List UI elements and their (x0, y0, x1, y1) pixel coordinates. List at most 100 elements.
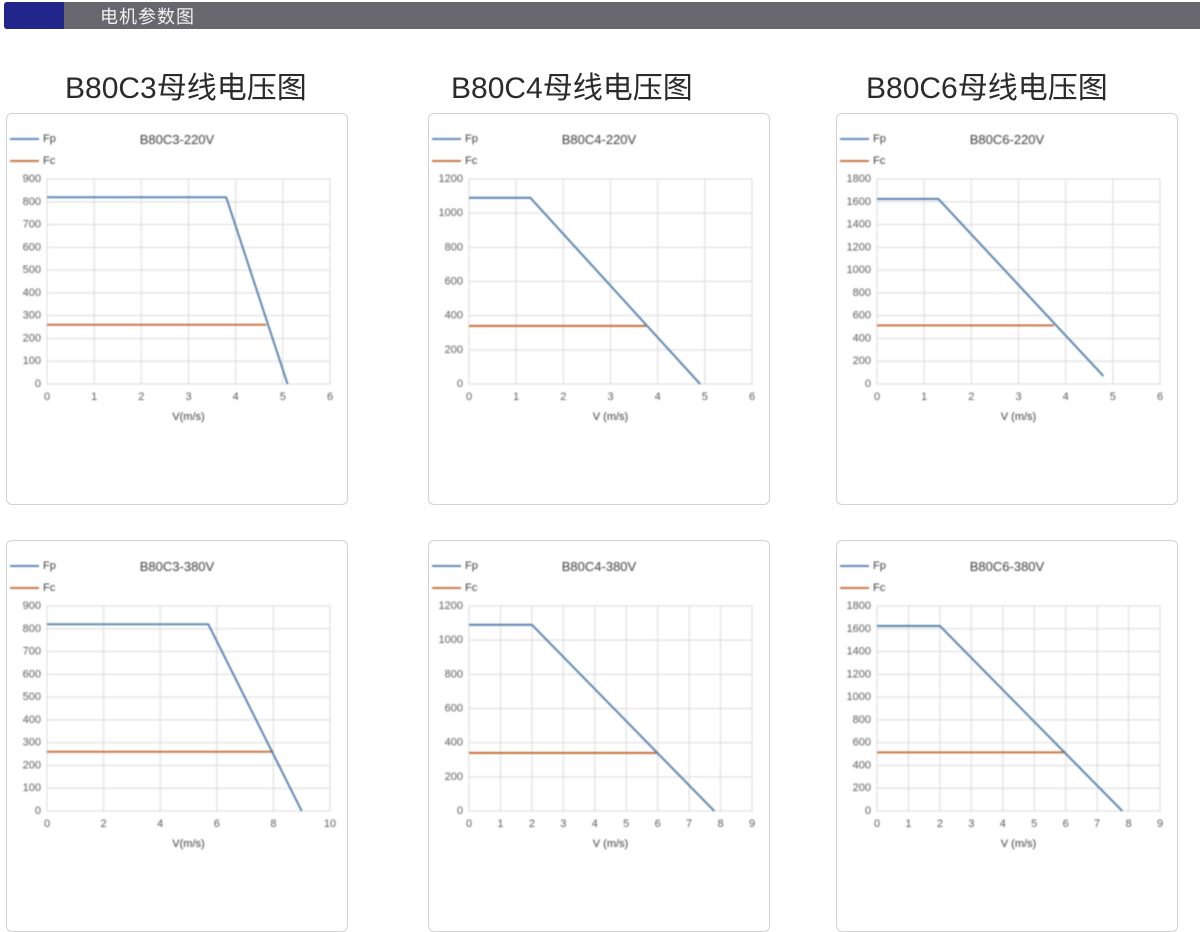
svg-text:6: 6 (1157, 391, 1163, 403)
svg-text:1600: 1600 (847, 623, 871, 635)
svg-text:500: 500 (23, 691, 41, 703)
svg-text:0: 0 (44, 391, 50, 403)
svg-text:2: 2 (101, 818, 107, 830)
svg-text:10: 10 (324, 818, 336, 830)
svg-text:1400: 1400 (847, 646, 871, 658)
svg-text:9: 9 (749, 818, 755, 830)
svg-text:1000: 1000 (847, 264, 871, 276)
svg-text:900: 900 (23, 600, 41, 612)
svg-text:0: 0 (466, 391, 472, 403)
svg-text:7: 7 (686, 818, 692, 830)
svg-text:500: 500 (23, 264, 41, 276)
svg-text:1400: 1400 (847, 219, 871, 231)
svg-text:5: 5 (702, 391, 708, 403)
svg-text:3: 3 (607, 391, 613, 403)
svg-text:1: 1 (921, 391, 927, 403)
svg-text:Fp: Fp (43, 560, 56, 572)
svg-text:700: 700 (23, 219, 41, 231)
svg-text:6: 6 (1063, 818, 1069, 830)
svg-text:Fc: Fc (465, 582, 478, 594)
svg-text:200: 200 (23, 332, 41, 344)
svg-text:V (m/s): V (m/s) (1001, 411, 1036, 423)
svg-text:100: 100 (23, 355, 41, 367)
svg-text:1800: 1800 (847, 600, 871, 612)
svg-text:400: 400 (445, 737, 463, 749)
svg-text:600: 600 (853, 310, 871, 322)
svg-text:200: 200 (853, 355, 871, 367)
svg-text:5: 5 (280, 391, 286, 403)
svg-text:400: 400 (23, 714, 41, 726)
svg-text:4: 4 (1000, 818, 1006, 830)
svg-text:0: 0 (865, 805, 871, 817)
svg-text:200: 200 (23, 759, 41, 771)
svg-text:B80C3-220V: B80C3-220V (140, 132, 215, 147)
svg-text:600: 600 (445, 276, 463, 288)
svg-text:Fc: Fc (873, 582, 886, 594)
svg-text:1: 1 (497, 818, 503, 830)
svg-text:9: 9 (1157, 818, 1163, 830)
svg-text:6: 6 (655, 818, 661, 830)
svg-text:V (m/s): V (m/s) (593, 838, 628, 850)
svg-text:7: 7 (1094, 818, 1100, 830)
svg-text:6: 6 (327, 391, 333, 403)
svg-text:3: 3 (968, 818, 974, 830)
svg-text:400: 400 (853, 332, 871, 344)
svg-text:0: 0 (457, 378, 463, 390)
svg-text:300: 300 (23, 737, 41, 749)
svg-text:B80C4-220V: B80C4-220V (562, 132, 637, 147)
svg-text:1200: 1200 (847, 241, 871, 253)
svg-text:2: 2 (968, 391, 974, 403)
svg-text:Fp: Fp (873, 560, 886, 572)
svg-text:B80C4-380V: B80C4-380V (562, 559, 637, 574)
svg-text:400: 400 (445, 310, 463, 322)
svg-text:8: 8 (717, 818, 723, 830)
svg-text:100: 100 (23, 782, 41, 794)
svg-text:900: 900 (23, 173, 41, 185)
svg-text:0: 0 (865, 378, 871, 390)
svg-text:B80C6-220V: B80C6-220V (970, 132, 1045, 147)
svg-text:700: 700 (23, 646, 41, 658)
svg-text:1000: 1000 (439, 207, 463, 219)
svg-text:2: 2 (560, 391, 566, 403)
svg-text:V (m/s): V (m/s) (1001, 838, 1036, 850)
svg-text:3: 3 (560, 818, 566, 830)
svg-text:4: 4 (233, 391, 239, 403)
svg-text:8: 8 (1125, 818, 1131, 830)
svg-text:2: 2 (937, 818, 943, 830)
svg-text:800: 800 (23, 196, 41, 208)
svg-text:1000: 1000 (847, 691, 871, 703)
svg-text:800: 800 (445, 241, 463, 253)
svg-text:0: 0 (457, 805, 463, 817)
svg-text:800: 800 (23, 623, 41, 635)
svg-text:3: 3 (1015, 391, 1021, 403)
svg-text:1: 1 (513, 391, 519, 403)
svg-text:400: 400 (23, 287, 41, 299)
svg-text:600: 600 (445, 703, 463, 715)
svg-text:800: 800 (445, 668, 463, 680)
svg-text:Fc: Fc (43, 582, 56, 594)
svg-text:Fp: Fp (465, 560, 478, 572)
svg-text:600: 600 (853, 737, 871, 749)
svg-text:0: 0 (44, 818, 50, 830)
svg-text:0: 0 (874, 818, 880, 830)
svg-text:4: 4 (655, 391, 661, 403)
svg-text:800: 800 (853, 714, 871, 726)
svg-text:Fc: Fc (873, 155, 886, 167)
svg-text:1: 1 (905, 818, 911, 830)
svg-text:8: 8 (270, 818, 276, 830)
svg-text:Fp: Fp (43, 133, 56, 145)
svg-text:4: 4 (157, 818, 163, 830)
svg-text:1800: 1800 (847, 173, 871, 185)
svg-text:400: 400 (853, 759, 871, 771)
svg-text:1200: 1200 (439, 600, 463, 612)
svg-text:3: 3 (185, 391, 191, 403)
svg-text:0: 0 (874, 391, 880, 403)
svg-text:200: 200 (445, 344, 463, 356)
svg-text:Fc: Fc (43, 155, 56, 167)
svg-text:600: 600 (23, 241, 41, 253)
svg-text:Fp: Fp (465, 133, 478, 145)
svg-text:5: 5 (623, 818, 629, 830)
svg-text:200: 200 (853, 782, 871, 794)
svg-text:1000: 1000 (439, 634, 463, 646)
svg-text:5: 5 (1031, 818, 1037, 830)
